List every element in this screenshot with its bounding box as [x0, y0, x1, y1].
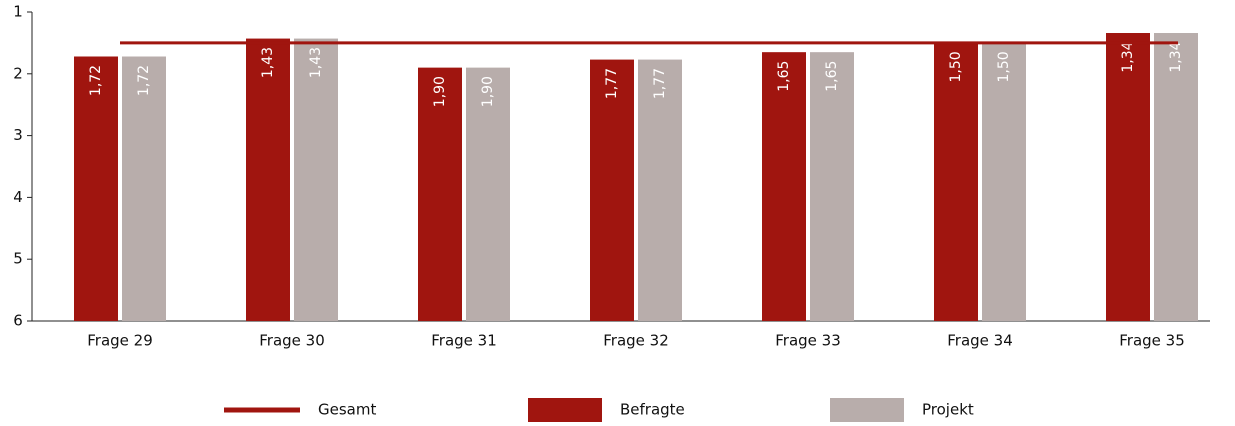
bar	[810, 52, 854, 322]
y-tick-label: 3	[13, 126, 23, 144]
bar	[762, 52, 806, 322]
value-label: 1,77	[604, 68, 620, 99]
x-tick-label: Frage 31	[431, 332, 497, 350]
y-tick-label: 5	[13, 250, 23, 268]
legend-label: Projekt	[922, 401, 974, 419]
x-tick-label: Frage 34	[947, 332, 1013, 350]
bar	[1154, 33, 1198, 322]
bar	[934, 42, 978, 322]
value-label: 1,72	[88, 65, 104, 96]
legend-swatch	[528, 398, 602, 422]
bar	[466, 67, 510, 322]
value-label: 1,90	[432, 76, 448, 107]
legend-swatch	[830, 398, 904, 422]
value-label: 1,50	[996, 51, 1012, 82]
value-label: 1,34	[1120, 41, 1136, 72]
x-tick-label: Frage 29	[87, 332, 153, 350]
bar	[1106, 33, 1150, 322]
x-tick-label: Frage 35	[1119, 332, 1185, 350]
bar	[294, 38, 338, 321]
legend-label: Befragte	[620, 401, 685, 419]
bar	[74, 56, 118, 321]
legend-label: Gesamt	[318, 401, 376, 419]
x-tick-label: Frage 30	[259, 332, 325, 350]
bar	[246, 38, 290, 321]
bar	[638, 59, 682, 321]
y-tick-label: 4	[13, 188, 23, 206]
bar	[982, 42, 1026, 322]
value-label: 1,65	[824, 61, 840, 92]
value-label: 1,43	[260, 47, 276, 78]
y-tick-label: 1	[13, 3, 23, 21]
bar	[590, 59, 634, 321]
bar	[122, 56, 166, 321]
y-tick-label: 6	[13, 312, 23, 330]
value-label: 1,43	[308, 47, 324, 78]
value-label: 1,50	[948, 51, 964, 82]
value-label: 1,90	[480, 76, 496, 107]
value-label: 1,77	[652, 68, 668, 99]
bar	[418, 67, 462, 322]
value-label: 1,72	[136, 65, 152, 96]
x-tick-label: Frage 32	[603, 332, 669, 350]
x-tick-label: Frage 33	[775, 332, 841, 350]
value-label: 1,65	[776, 61, 792, 92]
y-tick-label: 2	[13, 64, 23, 82]
value-label: 1,34	[1168, 41, 1184, 72]
